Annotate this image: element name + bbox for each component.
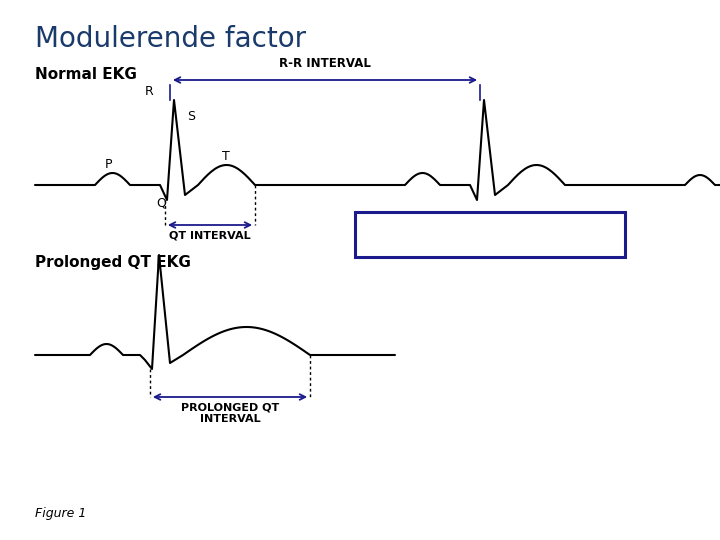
Text: Normal EKG: Normal EKG (35, 67, 137, 82)
Text: QT INTERVAL: QT INTERVAL (169, 230, 251, 240)
Text: Modulerende factor: Modulerende factor (35, 25, 306, 53)
Text: P: P (104, 158, 112, 171)
Text: R: R (144, 85, 153, 98)
Bar (355, 212, 625, 257)
Text: Prolonged QT EKG: Prolonged QT EKG (35, 255, 191, 270)
Text: R-R INTERVAL: R-R INTERVAL (279, 57, 371, 70)
Text: PROLONGED QT
INTERVAL: PROLONGED QT INTERVAL (181, 402, 279, 423)
Text: S: S (187, 110, 195, 123)
Text: T: T (222, 150, 230, 163)
Text: Figure 1: Figure 1 (35, 507, 86, 520)
Text: Q: Q (156, 197, 166, 210)
